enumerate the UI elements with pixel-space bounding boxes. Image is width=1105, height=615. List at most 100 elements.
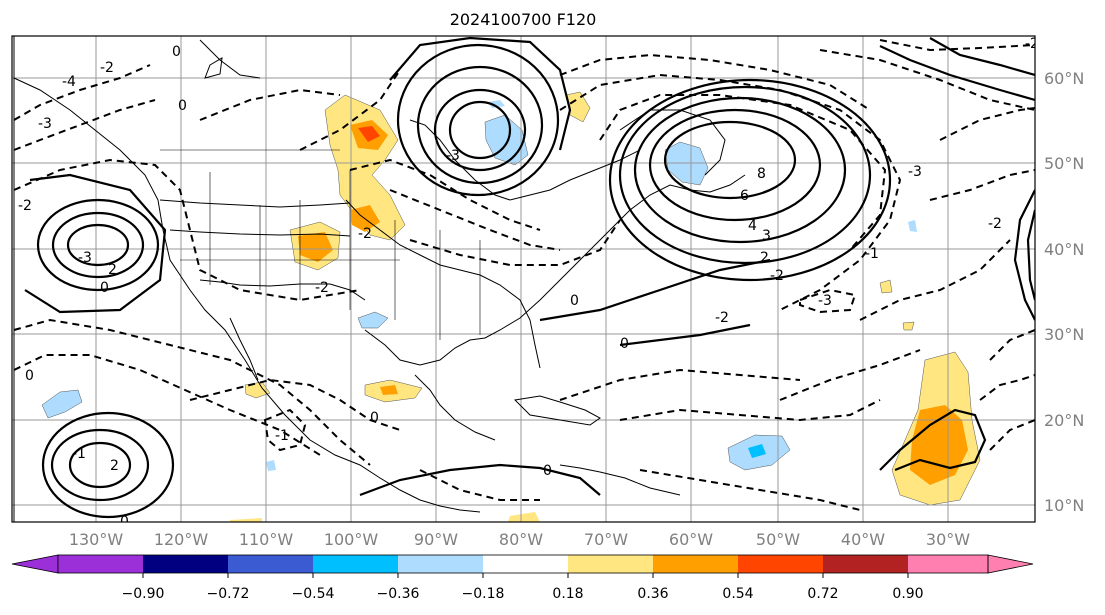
- longitude-labels: 130°W 120°W 110°W 100°W 90°W 80°W 70°W 6…: [69, 530, 970, 549]
- contour-label: 0: [25, 368, 34, 384]
- lon-label: 110°W: [239, 530, 294, 549]
- colorbar-segment: [143, 555, 228, 573]
- shade-orange-gulf: [380, 385, 398, 395]
- colorbar-segment: [823, 555, 908, 573]
- lon-label: 70°W: [584, 530, 628, 549]
- latitude-labels: 60°N 50°N 40°N 30°N 20°N 10°N: [1044, 69, 1084, 515]
- lat-label: 30°N: [1044, 325, 1084, 344]
- lon-label: 80°W: [499, 530, 543, 549]
- colorbar-segment: [483, 555, 568, 573]
- contour-label: 0: [620, 336, 629, 352]
- contour-label: -2: [358, 226, 372, 242]
- shading-positive: [230, 91, 981, 522]
- lon-label: 130°W: [69, 530, 124, 549]
- contour-label: -4: [62, 74, 76, 90]
- colorbar-tick-label: 0.18: [552, 586, 583, 602]
- colorbar-segment: [398, 555, 483, 573]
- shade-yellow-small-1: [879, 279, 893, 294]
- colorbar-tick-label: −0.90: [122, 586, 165, 602]
- contour-label: -2: [715, 310, 729, 326]
- contour-label: 0: [120, 514, 129, 530]
- colorbar-tick-label: −0.54: [292, 586, 335, 602]
- lat-label: 60°N: [1044, 69, 1084, 88]
- contour-label: -1: [72, 446, 86, 462]
- contour-label: -2: [988, 216, 1002, 232]
- contour-label: -3: [446, 148, 460, 164]
- shade-orange-west: [298, 232, 333, 262]
- colorbar-tick-label: 0.90: [892, 586, 923, 602]
- lat-label: 40°N: [1044, 240, 1084, 259]
- contour-label: 0: [172, 44, 181, 60]
- contour-label: -3: [38, 116, 52, 132]
- contour-label: -3: [908, 164, 922, 180]
- map-panel: 0 -2 -3 -4 0 -2 -3 0 2 4 6 8 -2 0 -2 -3 …: [11, 35, 1039, 530]
- colorbar-tick-labels: −0.90 −0.72 −0.54 −0.36 −0.18 0.18 0.36 …: [122, 586, 924, 602]
- contour-label: 2: [108, 262, 117, 278]
- contour-label: -2: [770, 268, 784, 284]
- contour-label: 0: [100, 280, 109, 296]
- shade-orange-atlantic-east: [910, 405, 968, 485]
- lon-label: 120°W: [154, 530, 209, 549]
- colorbar-segment: [738, 555, 823, 573]
- colorbar-segment: [568, 555, 653, 573]
- lon-label: 50°W: [756, 530, 800, 549]
- contour-label: -2: [100, 60, 114, 76]
- contour-label: -1: [275, 428, 289, 444]
- shade-blue-texas: [357, 311, 389, 329]
- shade-yellow-small-2: [902, 321, 915, 331]
- contour-label: 3: [762, 228, 771, 244]
- shade-yellow-central-north: [324, 94, 406, 241]
- lon-label: 90°W: [414, 530, 458, 549]
- state-boundaries: [160, 149, 481, 340]
- contour-label: 4: [748, 218, 757, 234]
- contour-label: -3: [78, 250, 92, 266]
- lon-label: 40°W: [841, 530, 885, 549]
- map-title: 2024100700 F120: [450, 10, 597, 29]
- lat-label: 20°N: [1044, 411, 1084, 430]
- shade-cyan-atlantic: [748, 444, 766, 458]
- contour-label: 0: [370, 410, 379, 426]
- colorbar: −0.90 −0.72 −0.54 −0.36 −0.18 0.18 0.36 …: [11, 554, 1034, 602]
- shade-yellow-south: [230, 518, 262, 522]
- shade-red-north: [358, 126, 380, 142]
- contour-label: -2: [18, 198, 32, 214]
- shade-blue-pacific: [41, 389, 83, 419]
- colorbar-tick-label: 0.54: [722, 586, 753, 602]
- contour-label-layer: 0 -2 -3 -4 0 -2 -3 0 2 4 6 8 -2 0 -2 -3 …: [18, 36, 1039, 530]
- lon-label: 30°W: [926, 530, 970, 549]
- shade-blue-hudson-small: [488, 100, 505, 108]
- colorbar-segment: [313, 555, 398, 573]
- contour-label: -1: [865, 246, 879, 262]
- coastlines: [13, 36, 746, 522]
- colorbar-tick-label: −0.18: [462, 586, 505, 602]
- colorbar-tick-label: −0.36: [377, 586, 420, 602]
- contour-label: 6: [740, 188, 749, 204]
- contour-label: 0: [543, 463, 552, 479]
- shade-blue-small-mexico: [266, 460, 276, 471]
- contour-label: 2: [110, 458, 119, 474]
- colorbar-extend-left: [11, 554, 59, 574]
- colorbar-extend-right: [987, 554, 1034, 574]
- contours-dashed: [13, 39, 1035, 511]
- shade-blue-small-east: [908, 220, 917, 232]
- contour-label: 0: [570, 293, 579, 309]
- colorbar-tick-label: −0.72: [207, 586, 250, 602]
- contour-label: -2: [315, 280, 329, 296]
- contour-label: 8: [757, 166, 766, 182]
- colorbar-tick-label: 0.36: [637, 586, 668, 602]
- colorbar-ticks: [142, 573, 909, 578]
- lon-label: 100°W: [324, 530, 379, 549]
- colorbar-segment: [228, 555, 313, 573]
- contour-label: 0: [178, 98, 187, 114]
- colorbar-tick-label: 0.72: [807, 586, 838, 602]
- contour-label: -3: [818, 293, 832, 309]
- colorbar-segment: [58, 555, 143, 573]
- contour-label: -2: [1025, 36, 1039, 52]
- lat-label: 50°N: [1044, 154, 1084, 173]
- colorbar-segment: [908, 555, 988, 573]
- colorbar-segment: [653, 555, 738, 573]
- shade-yellow-caribbean: [508, 512, 540, 522]
- lat-label: 10°N: [1044, 496, 1084, 515]
- contours-solid: [24, 36, 1035, 519]
